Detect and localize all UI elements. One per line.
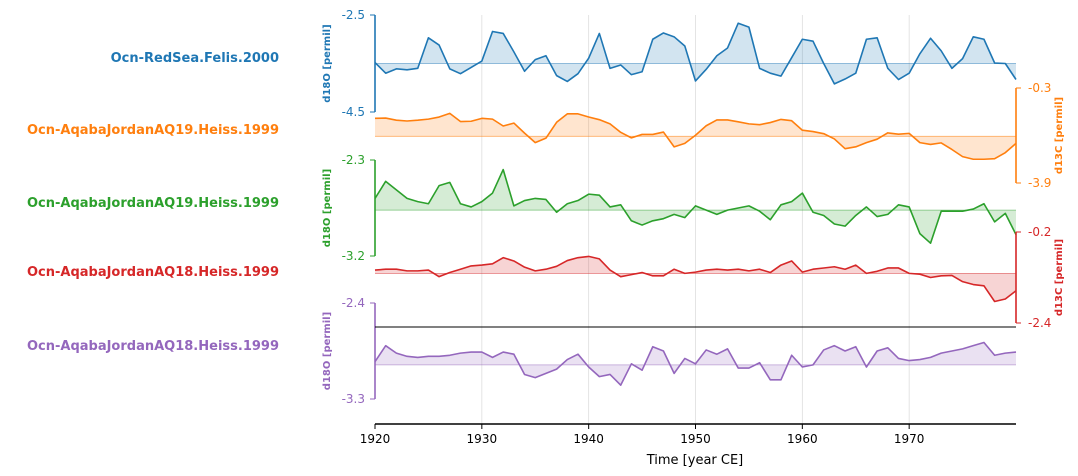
x-tick-label: 1940	[573, 432, 604, 446]
y-tick-label: -3.3	[342, 392, 365, 406]
series-layer: Ocn-RedSea.Felis.2000 -2.5 -4.5 d18O [permi…	[27, 8, 1065, 406]
y-axis-title: d13C [permil]	[1054, 97, 1065, 174]
y-tick-label: -2.4	[342, 296, 365, 310]
series-name-label: Ocn-AqabaJordanAQ19.Heiss.1999	[27, 196, 279, 211]
x-tick-label: 1960	[787, 432, 818, 446]
y-axis-title: d13C [permil]	[1054, 239, 1065, 316]
y-tick-label: -2.4	[1028, 316, 1051, 330]
series-panel-5: Ocn-AqabaJordanAQ18.Heiss.1999 -2.4 -3.3 d1…	[27, 296, 1017, 406]
x-tick-label: 1950	[680, 432, 711, 446]
series-name-label: Ocn-RedSea.Felis.2000	[111, 51, 279, 66]
series-name-label: Ocn-AqabaJordanAQ18.Heiss.1999	[27, 339, 279, 354]
series-name-label: Ocn-AqabaJordanAQ18.Heiss.1999	[27, 265, 279, 280]
x-tick-label: 1920	[360, 432, 391, 446]
y-tick-label: -4.5	[342, 105, 365, 119]
series-line	[374, 112, 1017, 161]
series-line	[374, 255, 1017, 303]
series-line	[374, 168, 1017, 244]
y-tick-label: -0.3	[1028, 81, 1051, 95]
y-axis-title: d18O [permil]	[322, 24, 333, 102]
series-panel-3: Ocn-AqabaJordanAQ19.Heiss.1999 -2.3 -3.2 d1…	[27, 153, 1017, 263]
series-line	[374, 22, 1017, 85]
x-axis: Time [year CE] 1920 1930 1940 1950 1960 1970	[360, 423, 1016, 468]
y-tick-label: -2.3	[342, 153, 365, 167]
x-tick-label: 1970	[894, 432, 925, 446]
y-axis-title: d18O [permil]	[322, 312, 333, 390]
y-tick-label: -2.5	[342, 8, 365, 22]
y-axis-title: d18O [permil]	[322, 169, 333, 247]
x-tick-label: 1930	[467, 432, 498, 446]
series-line	[374, 341, 1017, 386]
series-fill	[375, 256, 1016, 302]
series-panel-4: Ocn-AqabaJordanAQ18.Heiss.1999-0.2-2.4d1…	[27, 225, 1065, 330]
series-panel-1: Ocn-RedSea.Felis.2000 -2.5 -4.5 d18O [permi…	[111, 8, 1017, 119]
x-axis-label: Time [year CE]	[646, 453, 744, 468]
y-tick-label: -3.2	[342, 249, 365, 263]
series-fill	[375, 23, 1016, 84]
series-name-label: Ocn-AqabaJordanAQ19.Heiss.1999	[27, 123, 279, 138]
x-gridlines	[481, 15, 910, 424]
y-tick-label: -0.2	[1028, 225, 1051, 239]
y-tick-label: -3.9	[1028, 176, 1051, 190]
series-panel-2: Ocn-AqabaJordanAQ19.Heiss.1999 -0.3 -3.9d1…	[27, 81, 1065, 190]
